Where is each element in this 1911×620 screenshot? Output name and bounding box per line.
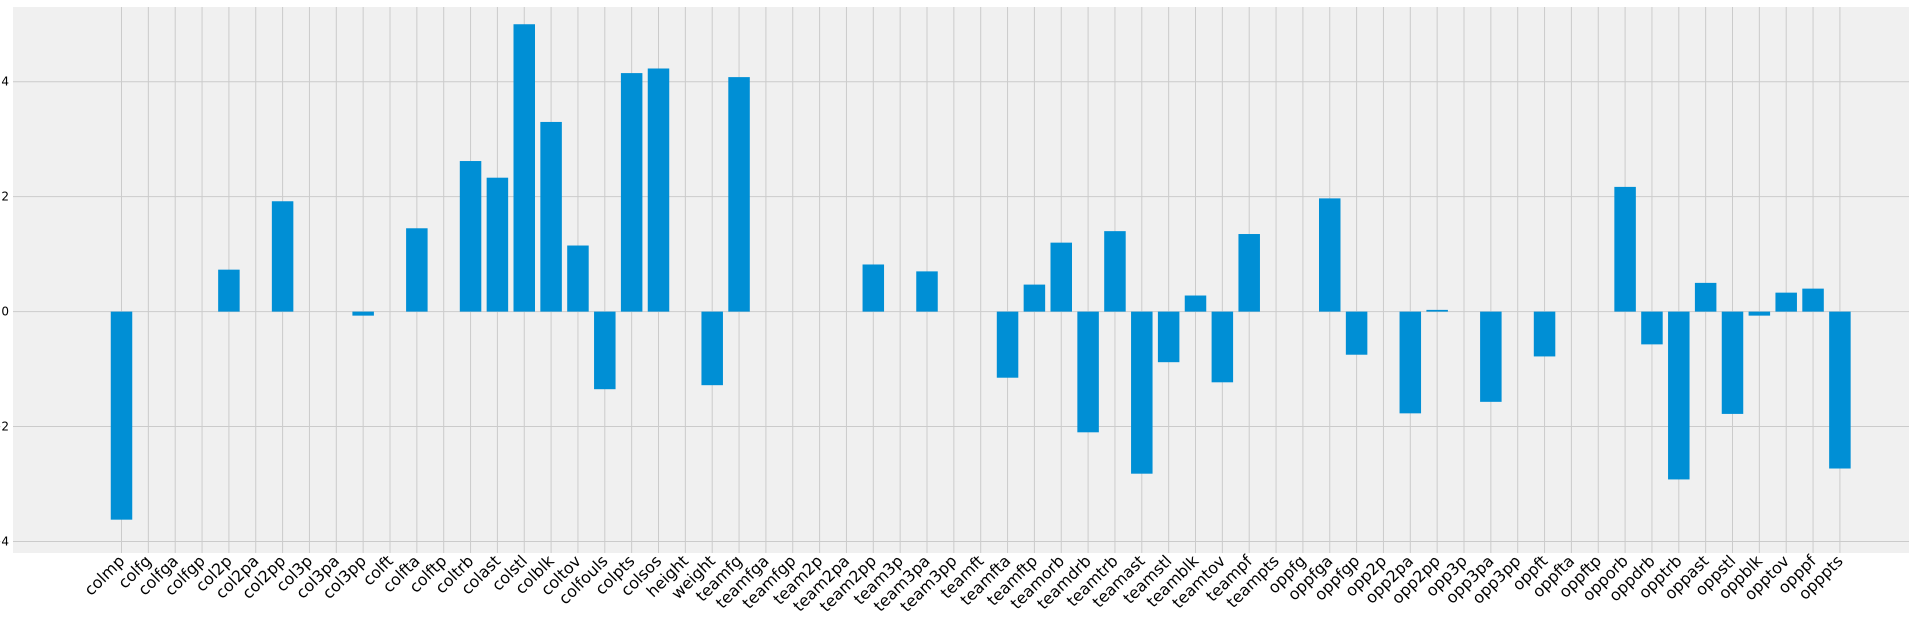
bar-teamfta <box>996 311 1019 378</box>
bar-weight <box>701 311 723 386</box>
x-axis-ticks: colmpcolfgcolfgacolfgpcol2pcol2pacol2ppc… <box>80 551 1846 616</box>
bar-oppdrb <box>1641 311 1663 345</box>
bar-opptov <box>1775 292 1797 312</box>
bar-colstl <box>513 24 535 312</box>
bar-teamfg <box>728 77 750 312</box>
bar-teamtov <box>1211 311 1234 383</box>
bar-opp3pa <box>1480 311 1502 402</box>
bar-colfta <box>406 228 428 312</box>
bar-oppfgp <box>1345 311 1368 355</box>
bar-oppfga <box>1319 198 1341 312</box>
bar-teamdrb <box>1077 311 1099 433</box>
y-tick-label: −2 <box>0 420 9 434</box>
bar-colblk <box>540 121 562 312</box>
y-axis-ticks: −4 −2 0 2 4 <box>0 75 9 549</box>
y-tick-label: 4 <box>1 75 9 89</box>
bar-opppts <box>1829 311 1851 469</box>
bar-opporb <box>1614 186 1636 312</box>
bar-colfouls <box>594 311 616 390</box>
bar-opppf <box>1802 288 1824 312</box>
bar-colpts <box>620 73 643 312</box>
bar-teamstl <box>1157 311 1180 363</box>
bar-teamftp <box>1023 284 1046 312</box>
bar-col2p <box>218 269 240 312</box>
bar-oppast <box>1694 282 1717 312</box>
bar-coltov <box>567 245 589 312</box>
bar-oppft <box>1533 311 1556 357</box>
bar-teamtrb <box>1104 231 1126 312</box>
bar-teamblk <box>1184 295 1207 312</box>
y-tick-label: 0 <box>1 305 9 319</box>
bar-col2pp <box>271 201 294 312</box>
bar-opp2pa <box>1399 311 1422 414</box>
y-tick-label: −4 <box>0 535 9 549</box>
bar-oppstl <box>1721 311 1744 414</box>
plot-background <box>13 7 1909 553</box>
bar-oppblk <box>1748 311 1771 316</box>
bar-opp2pp <box>1426 309 1448 312</box>
bar-team2pp <box>862 264 885 312</box>
bar-col3pp <box>352 311 374 316</box>
bar-teampf <box>1238 234 1260 312</box>
bar-coltrb <box>459 161 482 312</box>
bar-colmp <box>110 311 133 520</box>
bar-colast <box>486 177 509 312</box>
y-tick-label: 2 <box>1 190 9 204</box>
bars <box>110 24 1851 520</box>
bar-teamast <box>1131 311 1153 474</box>
bar-teamorb <box>1050 242 1072 312</box>
bar-opptrb <box>1668 311 1690 480</box>
bar-colsos <box>647 68 670 312</box>
bar-team3pa <box>916 271 938 312</box>
